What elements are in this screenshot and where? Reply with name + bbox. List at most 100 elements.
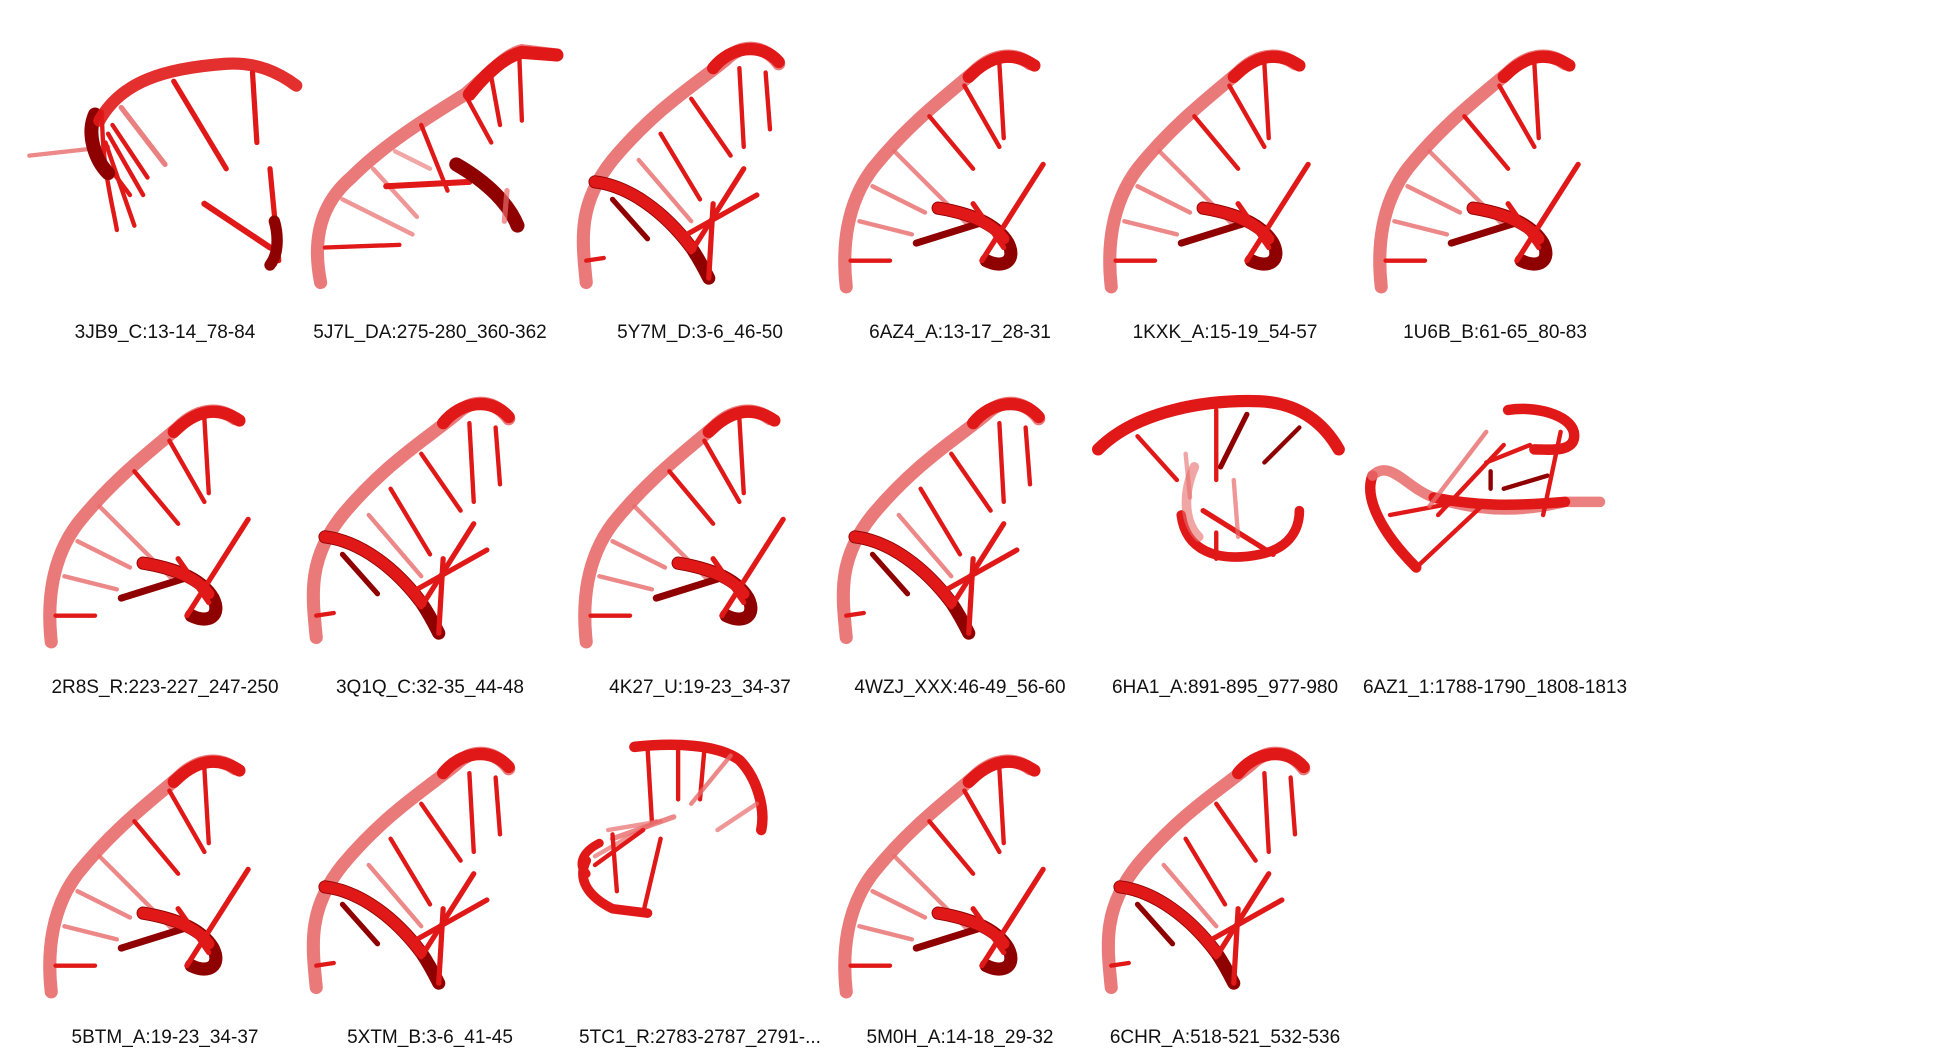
strand-segment: [949, 451, 993, 513]
structure-cell: 6AZ1_1:1788-1790_1808-1813: [1345, 365, 1645, 710]
strand-segment: [175, 556, 212, 606]
structure-cell: 5J7L_DA:275-280_360-362: [280, 10, 580, 355]
strand-segment: [467, 770, 476, 855]
strand-segment: [419, 801, 463, 863]
structure-cell: 1U6B_B:61-65_80-83: [1345, 10, 1645, 355]
strand-segment: [1183, 836, 1228, 907]
strand-segment: [1447, 217, 1525, 247]
strand-segment: [1214, 801, 1258, 863]
strand-segment: [75, 889, 133, 920]
strand-segment: [970, 201, 1007, 251]
strand-segment: [171, 78, 229, 172]
strand-segment: [339, 901, 381, 947]
strand-segment: [383, 178, 473, 190]
strand-segment: [319, 881, 427, 959]
strand-segment: [967, 398, 1045, 430]
strand-segment: [419, 451, 463, 513]
strand-segment: [589, 176, 697, 254]
strand-segment: [1532, 61, 1541, 141]
strand-segment: [449, 157, 525, 233]
strand-segment: [707, 43, 785, 75]
structure-label: 6HA1_A:891-895_977-980: [1111, 677, 1339, 698]
strand-segment: [202, 766, 211, 846]
structure-cell: 5Y7M_D:3-6_46-50: [550, 10, 850, 355]
structure-label: 2R8S_R:223-227_247-250: [51, 677, 279, 698]
structure-cell: 3Q1Q_C:32-35_44-48: [280, 365, 580, 710]
strand-segment: [462, 45, 564, 101]
strand-segment: [610, 832, 620, 894]
structure-cell: 4K27_U:19-23_34-37: [550, 365, 850, 710]
strand-segment: [1176, 505, 1305, 562]
strand-segment: [319, 531, 427, 609]
strand-segment: [1540, 429, 1563, 518]
strand-segment: [640, 836, 663, 916]
strand-segment: [927, 819, 976, 876]
strand-segment: [414, 897, 490, 942]
strand-segment: [1288, 775, 1298, 837]
structure-label: 6CHR_A:518-521_532-536: [1109, 1027, 1341, 1048]
strand-segment: [467, 420, 476, 505]
strand-segment: [1262, 61, 1271, 141]
strand-segment: [175, 906, 212, 956]
strand-segment: [339, 551, 381, 597]
strand-segment: [652, 572, 730, 602]
rna-motif-rendering: [836, 396, 1046, 645]
strand-segment: [370, 166, 420, 220]
strand-segment: [1414, 499, 1489, 570]
strand-segment: [93, 57, 303, 127]
strand-segment: [1262, 425, 1302, 465]
strand-segment: [702, 438, 742, 505]
strand-segment: [609, 196, 651, 242]
strand-segment: [1213, 871, 1272, 960]
strand-segment: [184, 866, 251, 969]
strand-segment: [667, 469, 716, 526]
strand-segment: [684, 192, 760, 237]
strand-segment: [62, 574, 120, 592]
strand-segment: [962, 50, 1041, 83]
strand-segment: [167, 438, 207, 505]
strand-segment: [597, 574, 655, 592]
strand-segment: [849, 531, 957, 609]
strand-segment: [948, 521, 1007, 610]
structure-cell: 6HA1_A:891-895_977-980: [1075, 365, 1375, 710]
strand-segment: [322, 242, 402, 250]
strand-segment: [719, 516, 786, 619]
rna-motif-rendering: [306, 746, 516, 995]
strand-segment: [715, 801, 760, 833]
structure-cell: 5TC1_R:2783-2787_2791-...: [550, 715, 850, 1060]
rna-motif-rendering: [576, 41, 786, 290]
strand-segment: [392, 149, 433, 171]
strand-segment: [1134, 901, 1176, 947]
strand-segment: [979, 866, 1046, 969]
strand-segment: [1122, 219, 1180, 237]
rna-motif-rendering: [306, 396, 516, 645]
strand-segment: [944, 547, 1020, 592]
strand-segment: [419, 122, 450, 193]
strand-segment: [1505, 201, 1542, 251]
rna-motif-rendering: [310, 44, 564, 290]
strand-segment: [1497, 50, 1576, 83]
strand-segment: [869, 551, 911, 597]
strand-segment: [1392, 219, 1450, 237]
strand-segment: [117, 572, 195, 602]
strand-segment: [501, 188, 510, 224]
strand-segment: [1428, 492, 1571, 510]
strand-segment: [110, 122, 150, 180]
structure-cell: 3JB9_C:13-14_78-84: [15, 10, 315, 355]
strand-segment: [610, 539, 668, 570]
strand-segment: [1092, 394, 1345, 456]
strand-segment: [493, 775, 503, 837]
strand-segment: [962, 83, 1002, 150]
strand-segment: [493, 425, 503, 487]
strand-segment: [489, 74, 503, 128]
strand-segment: [105, 131, 146, 198]
strand-segment: [979, 161, 1046, 264]
strand-segment: [1514, 161, 1581, 264]
strand-segment: [689, 753, 733, 806]
structure-label: 4K27_U:19-23_34-37: [609, 677, 791, 698]
rna-motif-rendering: [838, 754, 1046, 999]
strand-segment: [763, 70, 773, 132]
strand-segment: [388, 836, 433, 907]
strand-segment: [962, 788, 1002, 855]
structure-label: 1U6B_B:61-65_80-83: [1403, 322, 1587, 343]
